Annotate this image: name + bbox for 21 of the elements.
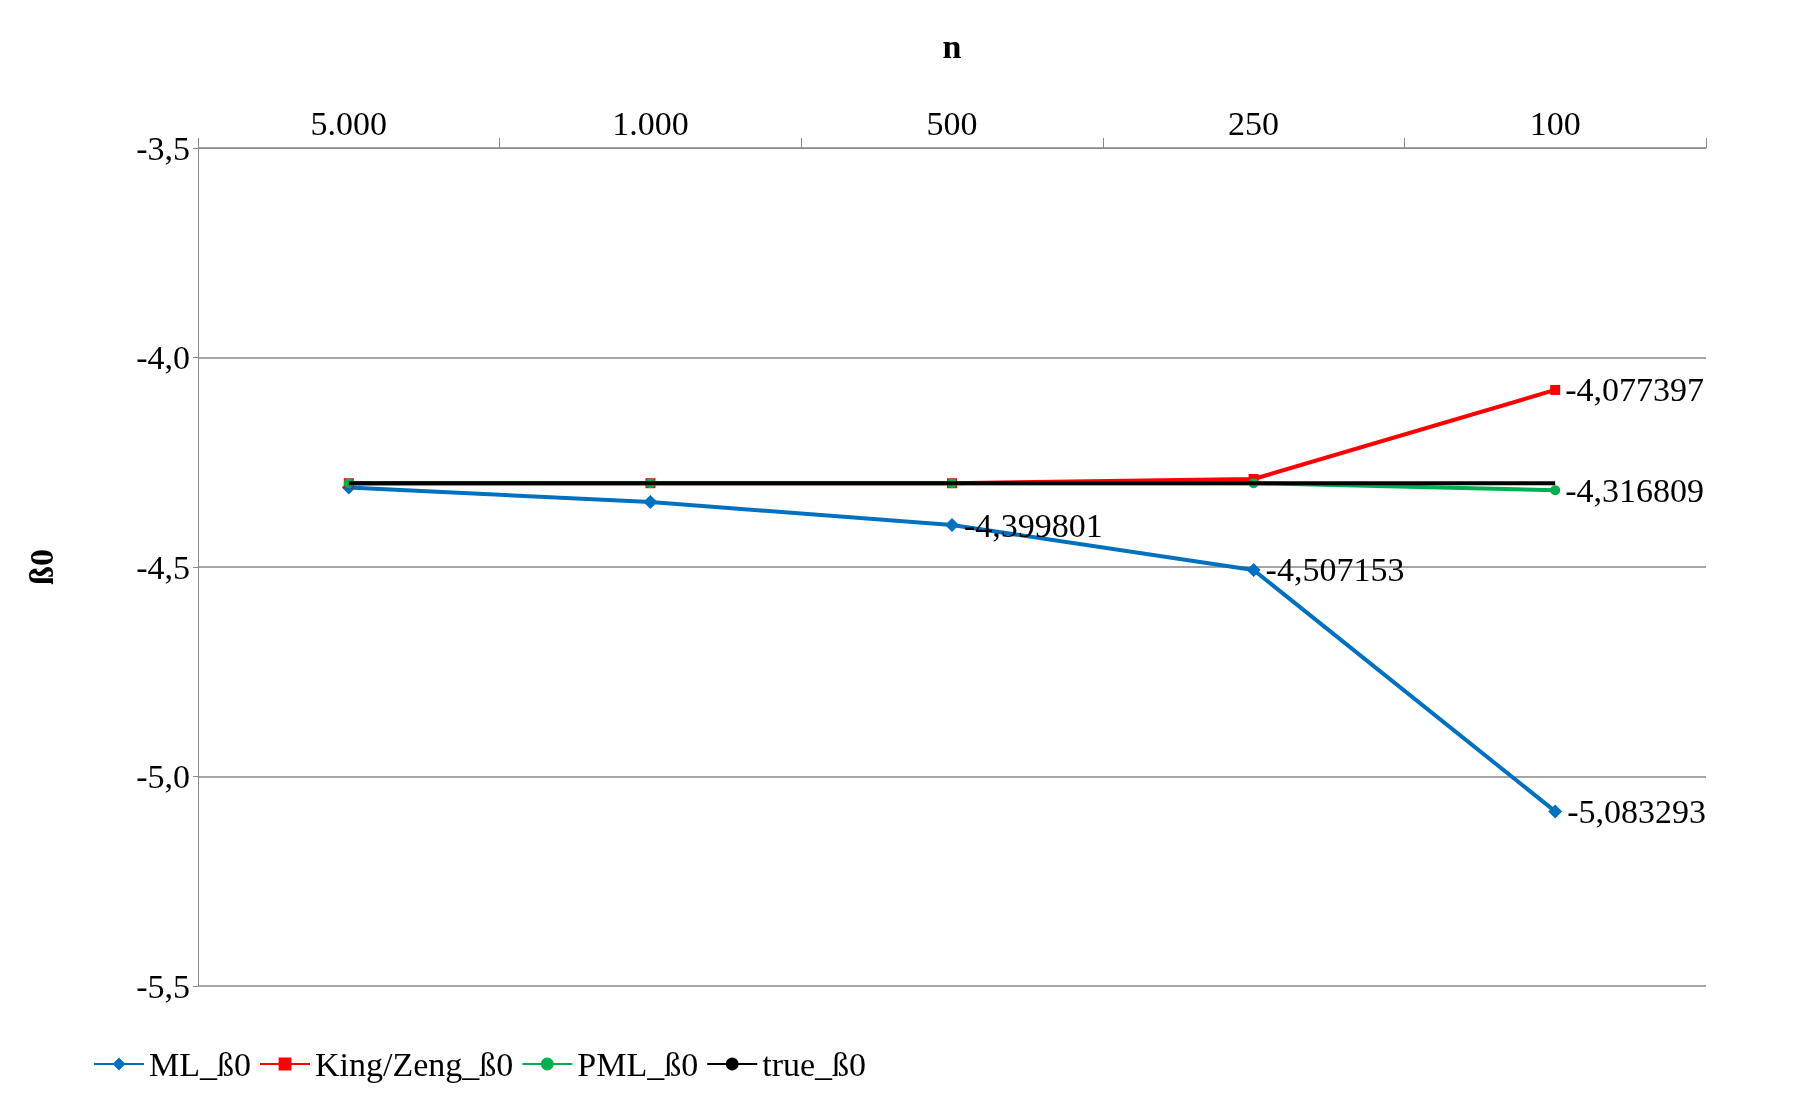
- y-tick-label: -5,0: [136, 758, 190, 795]
- data-label: -4,077397: [1565, 371, 1705, 409]
- y-tick-label: -4,0: [136, 339, 190, 376]
- legend-label: PML_ß0: [577, 1045, 699, 1083]
- data-label: -4,399801: [964, 506, 1103, 544]
- x-tick-label: 5.000: [310, 104, 388, 142]
- data-label: -5,083293: [1567, 792, 1707, 830]
- x-tick-label: 500: [926, 104, 978, 142]
- x-axis-title: n: [942, 27, 962, 65]
- data-label: -4,507153: [1265, 551, 1405, 589]
- legend-label: true_ß0: [762, 1045, 867, 1083]
- legend-label: King/Zeng_ß0: [315, 1045, 514, 1083]
- x-tick-label: 1.000: [612, 104, 689, 142]
- y-axis-title: ß0: [22, 549, 60, 585]
- data-label: -4,316809: [1565, 471, 1705, 509]
- x-tick-label: 250: [1228, 104, 1280, 142]
- x-tick-label: 100: [1529, 104, 1581, 142]
- y-tick-label: -5,5: [136, 967, 190, 1005]
- y-tick-label: -3,5: [136, 129, 190, 167]
- y-tick-label: -4,5: [136, 548, 190, 586]
- legend-label: ML_ß0: [149, 1045, 251, 1083]
